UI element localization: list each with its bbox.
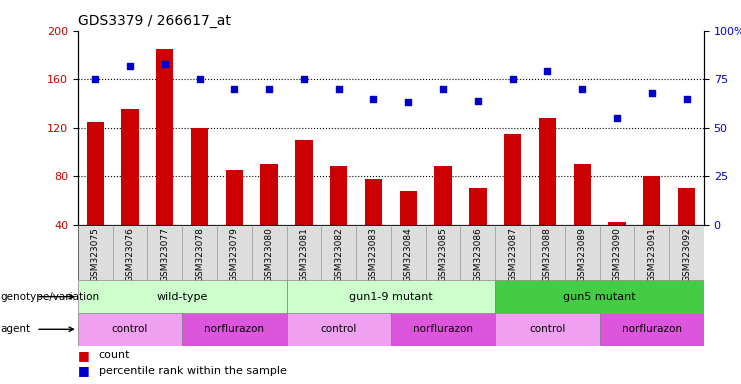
Text: norflurazon: norflurazon <box>205 324 265 334</box>
Text: control: control <box>321 324 357 334</box>
Text: GSM323082: GSM323082 <box>334 227 343 282</box>
Point <box>542 68 554 74</box>
Bar <box>399 191 417 225</box>
Text: GSM323088: GSM323088 <box>543 227 552 282</box>
Point <box>646 90 658 96</box>
Bar <box>122 109 139 225</box>
Text: ■: ■ <box>78 364 90 377</box>
Bar <box>539 118 556 225</box>
Bar <box>78 225 704 280</box>
Text: GSM323087: GSM323087 <box>508 227 517 282</box>
Point <box>507 76 519 82</box>
Point <box>228 86 240 92</box>
Bar <box>260 164 278 225</box>
Bar <box>226 170 243 225</box>
Point <box>576 86 588 92</box>
Bar <box>504 134 522 225</box>
Bar <box>87 122 104 225</box>
Text: wild-type: wild-type <box>156 291 207 302</box>
Point <box>402 99 414 106</box>
Text: GSM323076: GSM323076 <box>125 227 134 282</box>
Text: GSM323084: GSM323084 <box>404 227 413 282</box>
Text: norflurazon: norflurazon <box>413 324 473 334</box>
Text: percentile rank within the sample: percentile rank within the sample <box>99 366 287 376</box>
Text: GSM323078: GSM323078 <box>195 227 204 282</box>
Text: ■: ■ <box>78 349 90 362</box>
Text: gun5 mutant: gun5 mutant <box>563 291 636 302</box>
Text: GSM323089: GSM323089 <box>578 227 587 282</box>
Bar <box>182 313 287 346</box>
Text: gun1-9 mutant: gun1-9 mutant <box>349 291 433 302</box>
Text: norflurazon: norflurazon <box>622 324 682 334</box>
Bar <box>287 280 495 313</box>
Text: agent: agent <box>0 324 30 334</box>
Text: GSM323077: GSM323077 <box>160 227 169 282</box>
Point <box>89 76 101 82</box>
Point <box>124 63 136 69</box>
Point <box>333 86 345 92</box>
Point <box>263 86 275 92</box>
Text: control: control <box>112 324 148 334</box>
Bar <box>330 167 348 225</box>
Point <box>437 86 449 92</box>
Bar <box>495 280 704 313</box>
Text: GSM323086: GSM323086 <box>473 227 482 282</box>
Text: GSM323085: GSM323085 <box>439 227 448 282</box>
Bar <box>78 313 182 346</box>
Text: GSM323083: GSM323083 <box>369 227 378 282</box>
Text: GSM323080: GSM323080 <box>265 227 273 282</box>
Text: count: count <box>99 350 130 360</box>
Point <box>193 76 205 82</box>
Point <box>368 96 379 102</box>
Bar <box>78 280 287 313</box>
Bar <box>643 176 660 225</box>
Bar <box>434 167 452 225</box>
Bar <box>469 188 487 225</box>
Text: control: control <box>529 324 565 334</box>
Text: GSM323075: GSM323075 <box>90 227 100 282</box>
Text: GSM323081: GSM323081 <box>299 227 308 282</box>
Point <box>159 61 170 67</box>
Bar <box>599 313 704 346</box>
Bar <box>608 222 625 225</box>
Text: genotype/variation: genotype/variation <box>0 291 99 302</box>
Text: GSM323091: GSM323091 <box>648 227 657 282</box>
Point <box>681 96 693 102</box>
Bar <box>191 127 208 225</box>
Bar <box>156 49 173 225</box>
Text: GSM323090: GSM323090 <box>613 227 622 282</box>
Bar <box>495 313 599 346</box>
Bar <box>574 164 591 225</box>
Text: GSM323092: GSM323092 <box>682 227 691 282</box>
Point <box>611 115 623 121</box>
Bar <box>295 140 313 225</box>
Bar <box>391 313 495 346</box>
Text: GSM323079: GSM323079 <box>230 227 239 282</box>
Point <box>298 76 310 82</box>
Text: GDS3379 / 266617_at: GDS3379 / 266617_at <box>78 14 230 28</box>
Point <box>472 98 484 104</box>
Bar <box>287 313 391 346</box>
Bar <box>678 188 695 225</box>
Bar <box>365 179 382 225</box>
